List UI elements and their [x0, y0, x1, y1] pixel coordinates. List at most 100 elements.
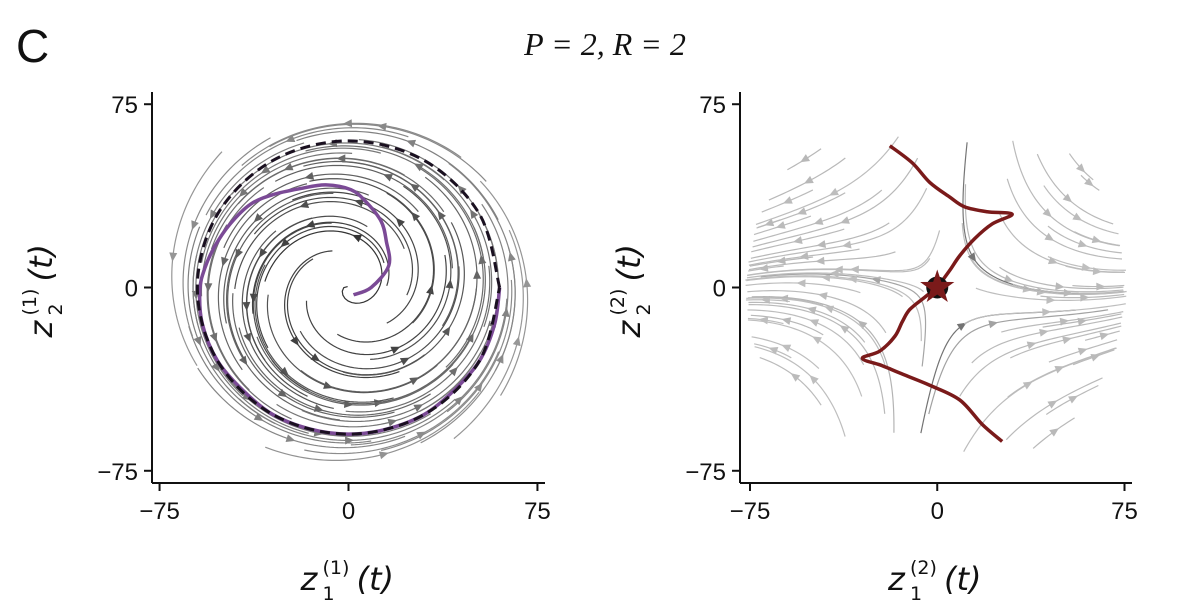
stream-arrow	[1090, 354, 1101, 362]
x-tick-label: 75	[524, 498, 551, 525]
stream-arrow	[411, 211, 421, 222]
streamline	[305, 145, 485, 261]
y-tick-label: 0	[125, 276, 138, 303]
stream-arrow	[857, 320, 868, 330]
axis-label-base: z	[887, 560, 906, 598]
stream-arrow	[782, 196, 793, 204]
stream-arrow	[390, 346, 401, 355]
stream-arrow	[243, 332, 251, 343]
stream-arrow	[473, 269, 482, 279]
axis-label-base: z	[610, 320, 648, 339]
stream-arrow	[829, 269, 839, 278]
stream-arrow	[1077, 347, 1088, 356]
stream-arrow	[474, 382, 483, 393]
stream-arrow	[956, 322, 967, 331]
stream-arrow	[841, 240, 852, 249]
stream-arrow	[1091, 235, 1102, 244]
x-tick-label: 0	[931, 498, 944, 525]
stream-arrow	[849, 265, 859, 274]
axis-label: z (2) 2 (t)	[607, 244, 655, 339]
stream-arrow	[253, 213, 263, 223]
stream-arrow	[1062, 193, 1073, 203]
streamline	[274, 164, 453, 269]
axis-label-sub: 1	[910, 583, 922, 605]
stream-arrow	[1081, 262, 1092, 271]
stream-arrow	[470, 209, 479, 220]
stream-arrow	[413, 163, 424, 172]
trajectory	[888, 144, 1014, 289]
streamline	[227, 192, 334, 363]
axis-label-sub: 2	[633, 303, 655, 315]
streamline	[256, 225, 385, 349]
trajectory	[860, 286, 1004, 443]
stream-arrow	[299, 200, 310, 209]
stream-arrow	[290, 336, 299, 346]
axis-label-sup: (1)	[19, 289, 41, 316]
stream-arrow	[279, 366, 289, 376]
stream-arrow	[343, 400, 354, 409]
stream-arrow	[781, 317, 792, 326]
stream-arrow	[352, 234, 363, 243]
stream-arrow	[800, 154, 811, 163]
stream-arrow	[336, 154, 346, 163]
stream-arrow	[442, 326, 451, 337]
stream-arrow	[818, 292, 828, 300]
stream-arrow	[1077, 317, 1088, 326]
streamline	[748, 187, 928, 263]
stream-arrow	[809, 375, 819, 385]
stream-arrow	[259, 247, 268, 258]
stream-arrow	[1054, 366, 1065, 374]
stream-arrow	[209, 209, 218, 220]
stream-arrow	[806, 306, 817, 315]
axis-label-arg: (t)	[610, 244, 648, 282]
axis-label: z (1) 1 (t)	[300, 557, 395, 605]
stream-arrow	[1068, 395, 1078, 404]
stream-arrow	[445, 279, 454, 289]
stream-arrow	[840, 216, 850, 224]
fixed-point-star	[920, 269, 955, 303]
axis-label: z (2) 1 (t)	[887, 557, 982, 605]
streamline	[303, 160, 460, 291]
figure-title: P = 2, R = 2	[523, 26, 686, 62]
stream-arrow	[1042, 208, 1052, 218]
y-tick-label: 75	[699, 92, 726, 119]
stream-arrow	[342, 119, 353, 128]
streamline	[300, 288, 477, 393]
stream-arrow	[799, 252, 809, 260]
stream-arrow	[1072, 212, 1083, 221]
stream-arrow	[813, 217, 824, 225]
stream-arrow	[758, 264, 769, 272]
stream-arrow	[465, 332, 474, 343]
stream-arrow	[967, 252, 977, 262]
stream-arrow	[377, 122, 387, 131]
stream-arrow	[1049, 428, 1059, 437]
stream-arrow	[1084, 177, 1094, 187]
stream-arrow	[221, 256, 229, 267]
stream-arrow	[409, 377, 420, 386]
stream-arrow	[508, 251, 516, 262]
stream-arrow	[988, 320, 999, 329]
axis-label-sub: 2	[45, 303, 67, 315]
stream-arrow	[1047, 256, 1058, 265]
axis-label-sub: 1	[323, 583, 335, 605]
trajectory	[197, 183, 502, 436]
stream-arrow	[796, 279, 806, 288]
axis-label: z (1) 2 (t)	[19, 244, 67, 339]
stream-arrow	[406, 139, 417, 148]
streamline	[755, 136, 899, 226]
stream-arrow	[410, 183, 420, 193]
stream-arrow	[1076, 163, 1086, 173]
stream-arrow	[816, 240, 827, 248]
stream-arrow	[1096, 282, 1106, 291]
stream-arrow	[803, 175, 814, 184]
stream-arrow	[239, 187, 249, 197]
stream-arrow	[191, 220, 199, 231]
stream-arrow	[204, 283, 213, 293]
axis-label-sup: (2)	[607, 289, 629, 316]
axis-label-sup: (2)	[910, 557, 937, 579]
stream-arrow	[1003, 274, 1014, 283]
streamline	[1006, 178, 1123, 260]
stream-arrow	[378, 451, 389, 460]
